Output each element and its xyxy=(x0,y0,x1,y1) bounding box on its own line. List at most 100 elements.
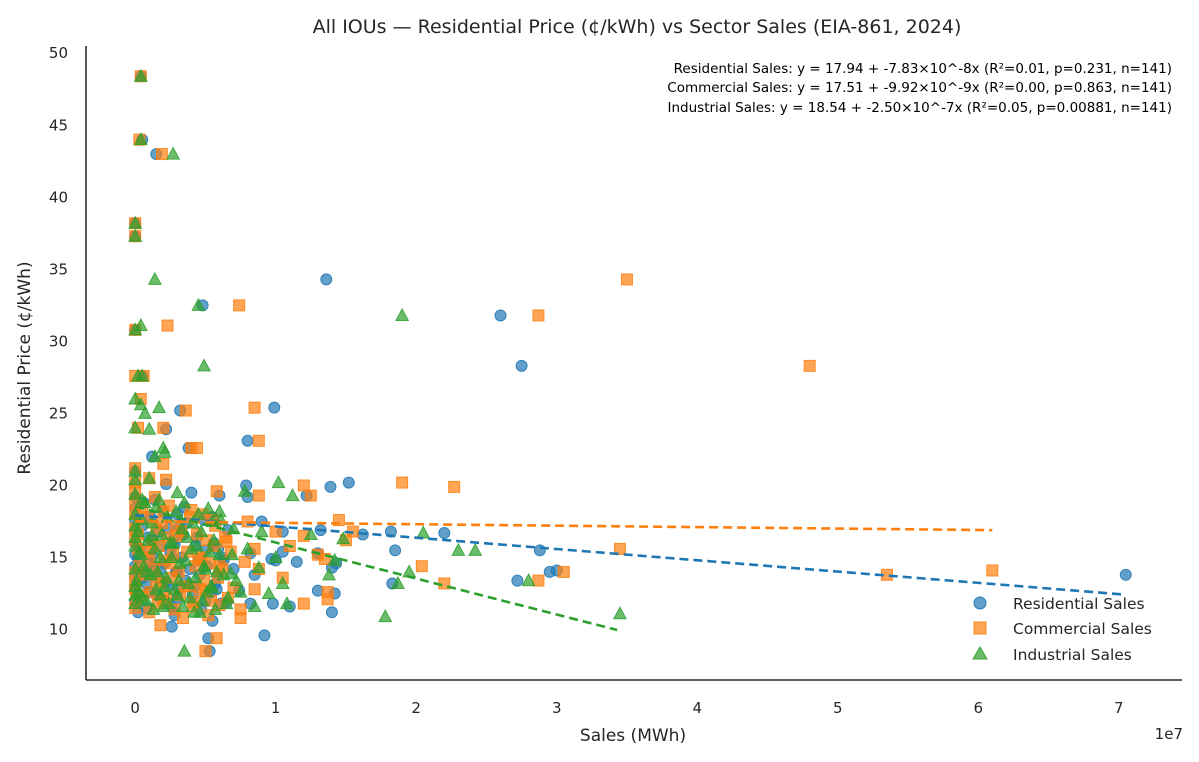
data-point xyxy=(177,495,192,509)
legend-marker-industrial xyxy=(972,646,988,660)
data-point xyxy=(152,492,167,506)
data-point xyxy=(133,317,148,332)
data-point xyxy=(321,593,334,606)
data-point xyxy=(415,560,428,573)
data-point xyxy=(128,391,143,405)
data-point xyxy=(139,593,154,607)
data-point xyxy=(390,575,405,589)
x-offset-label: 1e7 xyxy=(1155,725,1183,743)
data-point xyxy=(268,401,281,414)
data-point xyxy=(180,529,195,543)
data-point xyxy=(128,486,143,500)
data-point xyxy=(332,514,345,527)
x-tick-labels: 0 1 2 3 4 5 6 7 xyxy=(130,699,1123,717)
data-point xyxy=(153,587,168,601)
data-point xyxy=(191,297,206,311)
annotation-industrial: Industrial Sales: y = 18.54 + -2.50×10^-… xyxy=(668,100,1172,116)
data-point xyxy=(220,590,235,604)
data-point xyxy=(402,564,417,578)
data-point xyxy=(128,228,143,242)
data-point xyxy=(451,542,466,556)
data-point xyxy=(162,499,175,512)
data-point xyxy=(240,541,255,555)
data-point xyxy=(201,500,216,515)
data-point xyxy=(189,538,205,552)
data-point xyxy=(532,309,545,322)
data-point xyxy=(182,590,198,604)
data-point xyxy=(178,552,193,566)
data-point xyxy=(150,564,165,578)
data-point xyxy=(168,503,183,517)
data-point xyxy=(233,584,248,598)
data-point xyxy=(613,542,626,555)
data-point xyxy=(229,573,244,587)
data-point xyxy=(304,489,317,502)
data-point xyxy=(275,575,290,589)
data-point xyxy=(147,271,162,285)
data-point xyxy=(136,558,151,572)
data-point xyxy=(161,319,174,332)
data-point xyxy=(128,596,143,610)
y-tick-label: 30 xyxy=(49,332,68,350)
data-point xyxy=(153,549,168,564)
data-point xyxy=(252,434,265,447)
data-point xyxy=(620,273,633,286)
data-point xyxy=(160,473,173,486)
data-point xyxy=(133,547,148,561)
trend-line-industrial-sales xyxy=(134,505,618,632)
data-point xyxy=(521,573,536,587)
data-point xyxy=(177,643,192,657)
data-point xyxy=(191,442,204,455)
data-point xyxy=(297,479,310,492)
data-point xyxy=(185,486,198,499)
data-point xyxy=(325,606,338,619)
x-tick-label: 0 xyxy=(130,699,140,717)
data-point xyxy=(199,645,212,658)
data-point xyxy=(142,421,157,435)
legend-label-residential: Residential Sales xyxy=(1013,595,1145,613)
series-points xyxy=(128,68,1132,658)
data-point xyxy=(137,405,153,419)
data-point xyxy=(175,598,190,613)
data-point xyxy=(167,581,182,595)
data-point xyxy=(204,578,219,592)
data-point xyxy=(303,526,318,540)
y-tick-label: 45 xyxy=(49,116,68,134)
x-tick-label: 3 xyxy=(552,699,562,717)
trend-line-commercial-sales xyxy=(135,520,993,532)
data-point xyxy=(130,524,146,538)
x-tick-label: 6 xyxy=(973,699,983,717)
data-point xyxy=(515,359,528,372)
data-point xyxy=(438,527,451,540)
data-point xyxy=(128,538,143,552)
data-point xyxy=(147,449,162,463)
data-point xyxy=(170,485,185,499)
data-point xyxy=(247,598,262,613)
data-point xyxy=(324,480,337,493)
data-point xyxy=(132,584,147,598)
data-point xyxy=(166,535,181,549)
x-tick-label: 1 xyxy=(271,699,281,717)
data-point xyxy=(336,531,351,545)
y-tick-label: 50 xyxy=(49,44,68,62)
data-point xyxy=(165,620,178,633)
data-point xyxy=(285,488,300,502)
data-point xyxy=(128,420,143,434)
legend-marker-commercial xyxy=(973,621,987,635)
data-point xyxy=(557,565,570,578)
data-point xyxy=(803,359,816,372)
chart-title: All IOUs — Residential Price (¢/kWh) vs … xyxy=(313,16,962,38)
data-point xyxy=(171,573,186,587)
data-point xyxy=(251,560,266,574)
data-point xyxy=(216,567,231,581)
regression-annotations: Residential Sales: y = 17.94 + -7.83×10^… xyxy=(667,61,1172,116)
data-point xyxy=(166,146,181,160)
data-point xyxy=(157,444,172,458)
data-point xyxy=(241,434,254,447)
data-point xyxy=(194,524,209,538)
data-point xyxy=(290,555,303,568)
annotation-residential: Residential Sales: y = 17.94 + -7.83×10^… xyxy=(674,61,1172,77)
data-point xyxy=(327,552,342,566)
data-point xyxy=(612,606,627,620)
